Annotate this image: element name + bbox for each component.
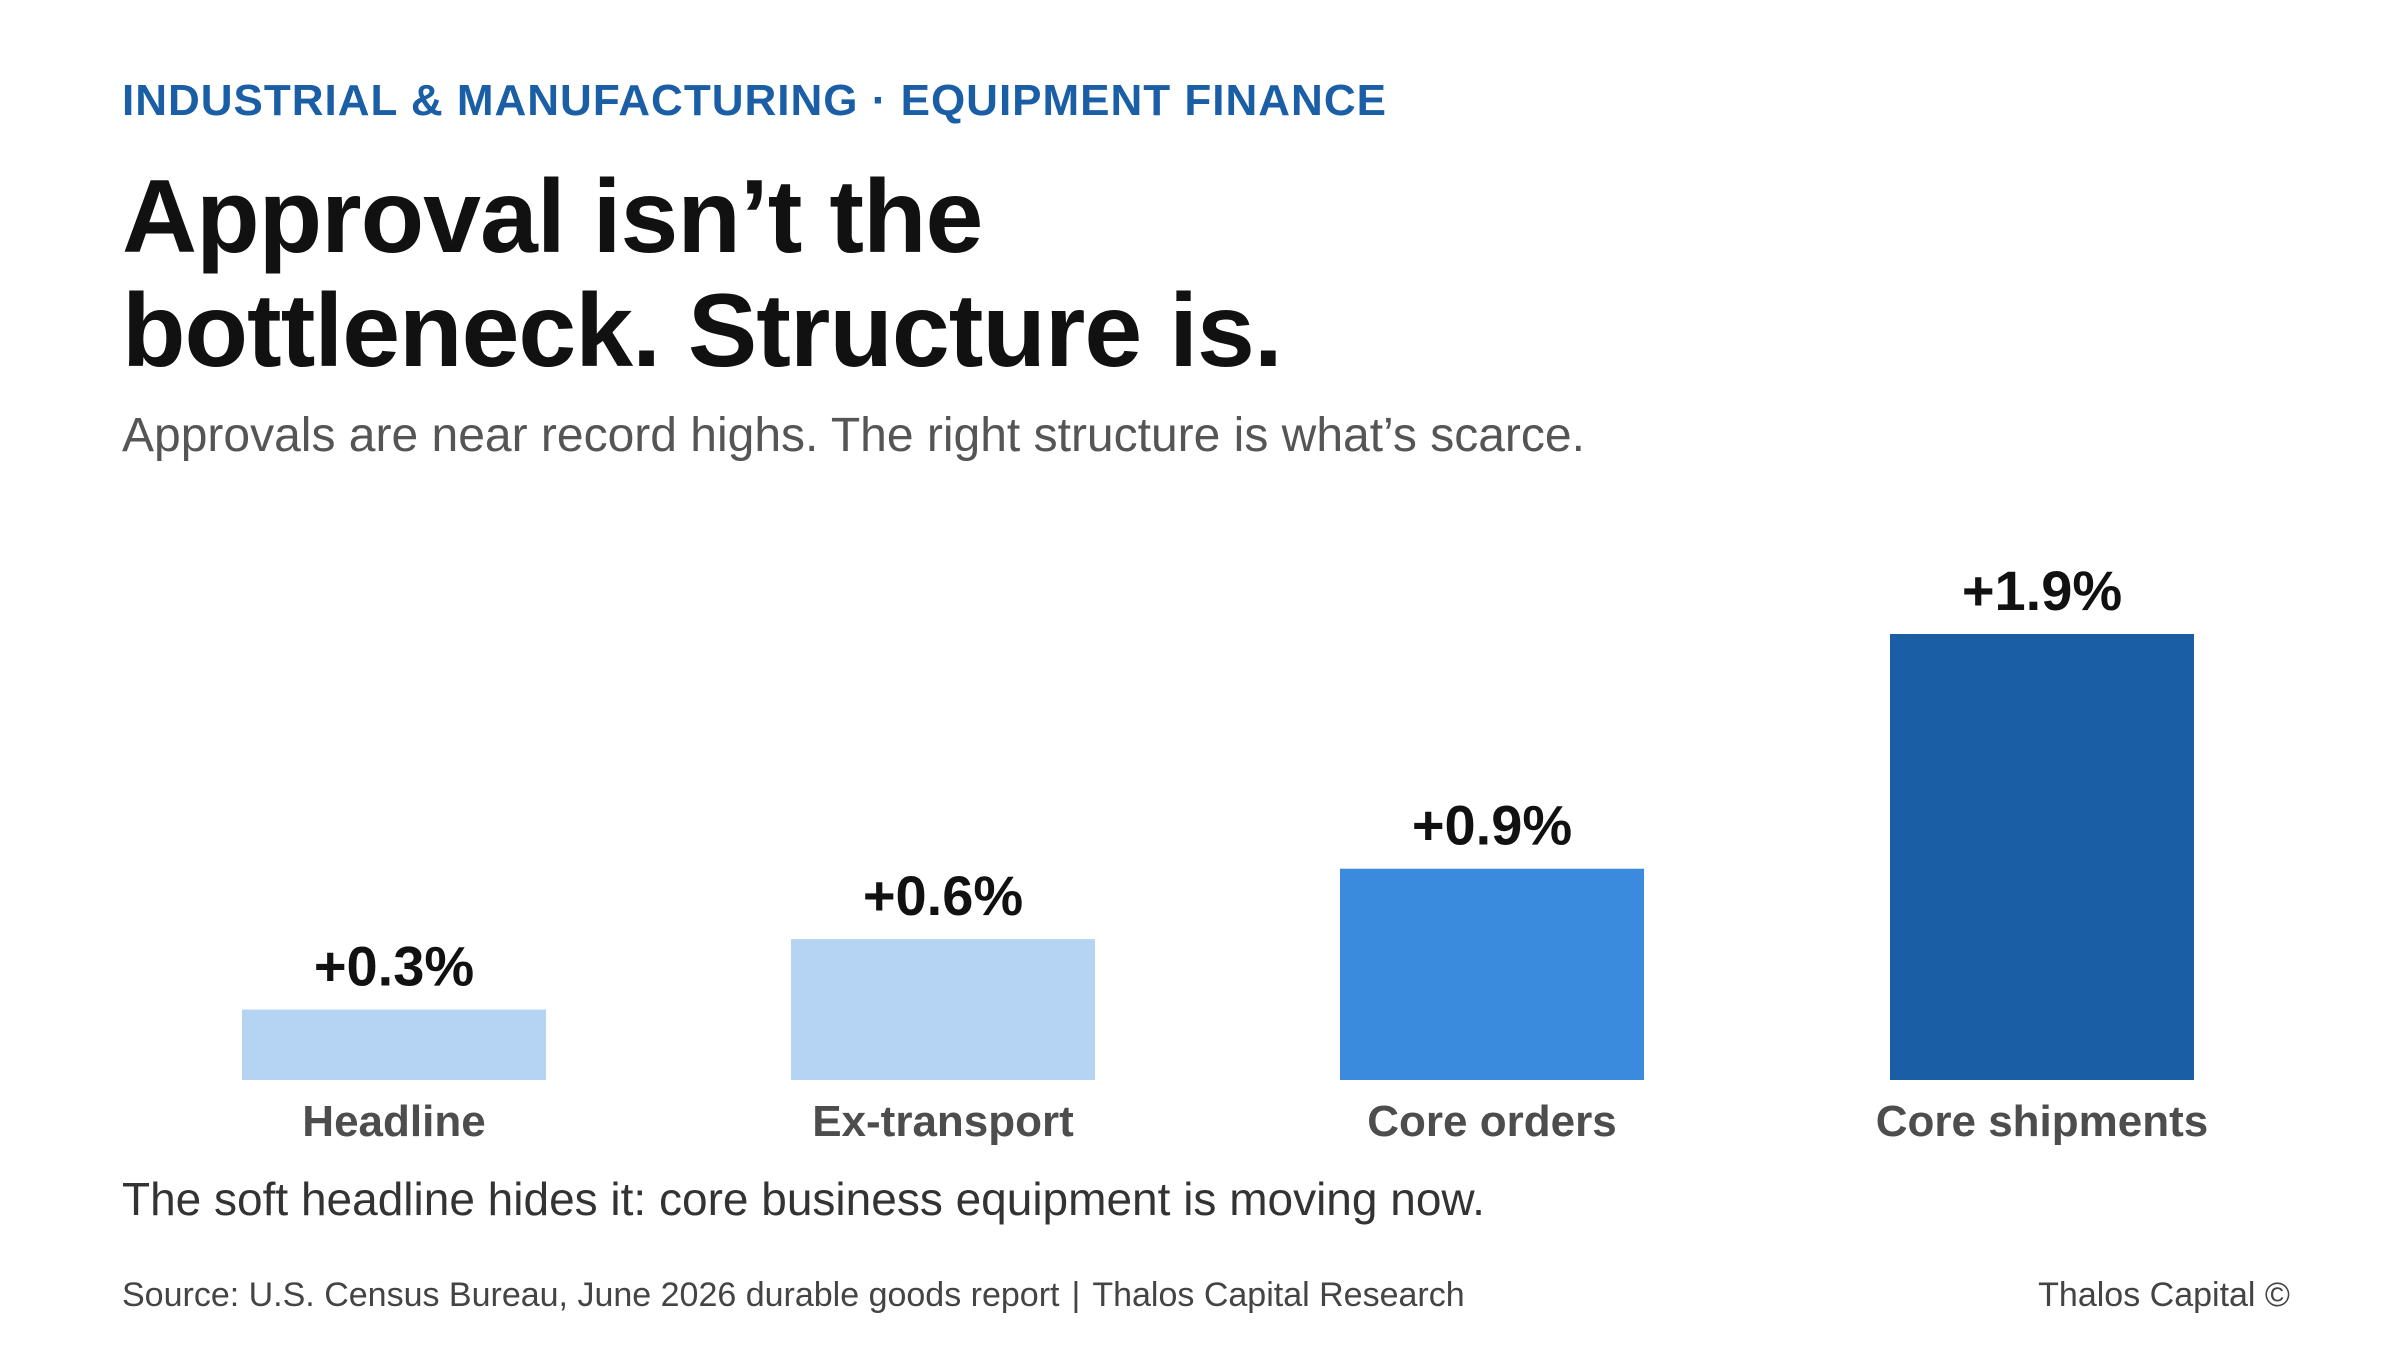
- category-label: Headline: [302, 1097, 485, 1146]
- brand-credit: Thalos Capital ©: [2038, 1276, 2290, 1314]
- bar-value-label: +1.9%: [1962, 559, 2122, 622]
- category-label: Core shipments: [1876, 1097, 2209, 1146]
- bar-chart: +0.3% Headline +0.6% Ex-transport +0.9% Core …: [242, 559, 2209, 1146]
- research-text: Thalos Capital Research: [1092, 1276, 1465, 1314]
- bar-value-label: +0.3%: [314, 935, 474, 998]
- bar-value-label: +0.6%: [863, 864, 1023, 927]
- source-text: Source: U.S. Census Bureau, June 2026 du…: [122, 1276, 1060, 1314]
- takeaway-text: The soft headline hides it: core busines…: [122, 1173, 1485, 1225]
- bar-ex-transport: [791, 939, 1095, 1080]
- page-subtitle: Approvals are near record highs. The rig…: [122, 409, 1585, 462]
- bar-core-orders: [1340, 868, 1644, 1080]
- bar-headline: [242, 1009, 546, 1080]
- bar-value-label: +0.9%: [1412, 794, 1572, 857]
- page-title: Approval isn’t the bottleneck. Structure…: [122, 160, 1822, 388]
- footer: Source: U.S. Census Bureau, June 2026 du…: [122, 1276, 2290, 1315]
- category-label: Core orders: [1367, 1097, 1616, 1146]
- category-label: Ex-transport: [812, 1097, 1074, 1146]
- footer-separator: |: [1071, 1276, 1081, 1314]
- title-line-1: Approval isn’t the: [122, 159, 983, 275]
- eyebrow-label: INDUSTRIAL & MANUFACTURING · EQUIPMENT F…: [122, 76, 1387, 125]
- source-note: Source: U.S. Census Bureau, June 2026 du…: [122, 1276, 1465, 1315]
- title-line-2: bottleneck. Structure is.: [122, 273, 1283, 389]
- bar-core-shipments: [1890, 634, 2194, 1080]
